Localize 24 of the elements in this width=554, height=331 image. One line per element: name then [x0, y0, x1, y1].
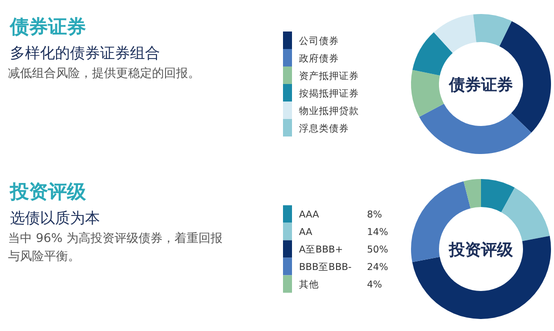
legend-label: 资产抵押证券	[299, 70, 359, 82]
text: 减低组合风险，提供更稳定的回报。	[8, 65, 201, 82]
legend-label: BBB至BBB-	[299, 262, 352, 273]
text: 债券证券	[9, 16, 86, 38]
legend-label: AA	[299, 227, 313, 238]
text: 债券证券	[448, 75, 513, 94]
data-label: 14%	[367, 227, 388, 238]
legend-label: 公司债券	[299, 34, 339, 47]
legend-label: 其他	[299, 278, 319, 290]
text: 投资评级	[9, 181, 87, 203]
text: 选债以质为本	[10, 209, 100, 227]
legend-label: A至BBB+	[299, 244, 344, 256]
legend-label: 按揭抵押证券	[299, 87, 359, 100]
data-label: 24%	[367, 262, 388, 273]
text: 当中 96% 为高投资评级债券，着重回报与风险平衡。	[8, 230, 224, 265]
data-label: 4%	[367, 280, 382, 290]
text: 投资评级	[448, 240, 514, 259]
legend-label: 物业抵押贷款	[299, 104, 359, 117]
legend-label: 浮息类债券	[299, 122, 349, 134]
legend-label: 政府债券	[299, 52, 339, 64]
legend-label: AAA	[299, 210, 320, 220]
data-label: 8%	[367, 210, 382, 220]
text: 多样化的债券证券组合	[10, 44, 160, 62]
data-label: 50%	[367, 244, 388, 256]
